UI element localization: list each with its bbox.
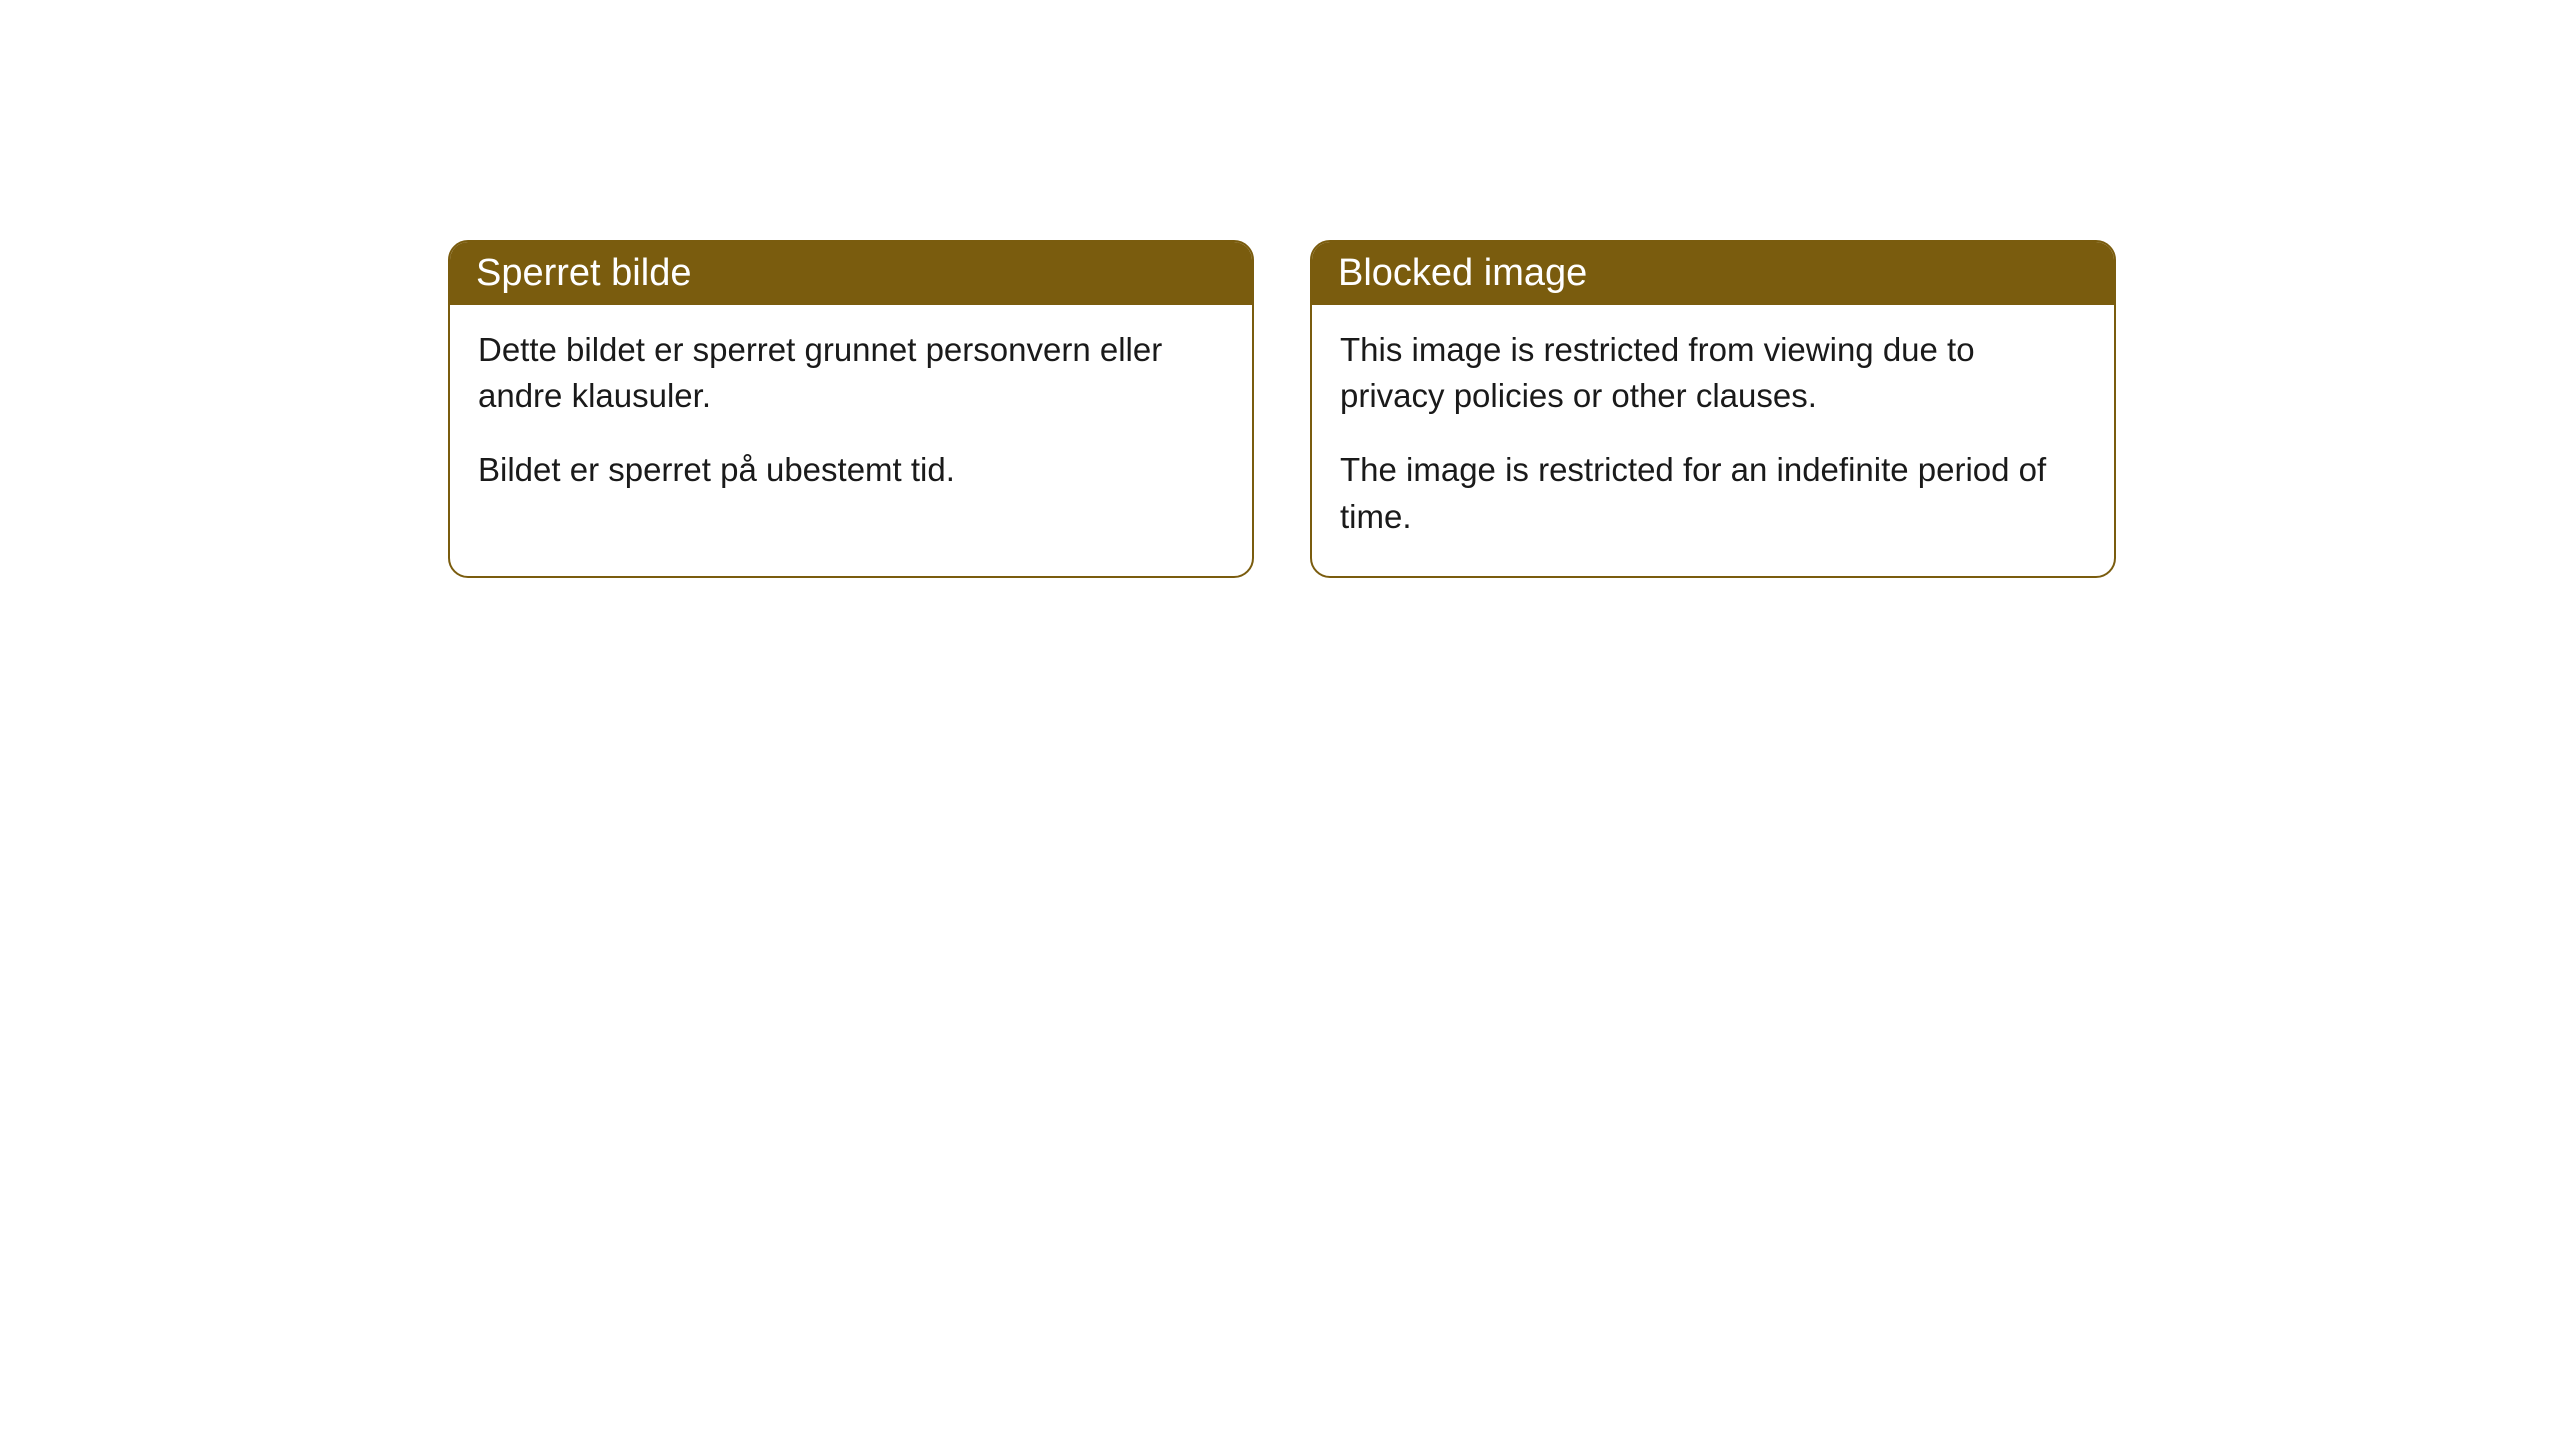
card-paragraph-1: Dette bildet er sperret grunnet personve… <box>478 327 1224 419</box>
card-paragraph-1: This image is restricted from viewing du… <box>1340 327 2086 419</box>
blocked-image-card-english: Blocked image This image is restricted f… <box>1310 240 2116 578</box>
card-paragraph-2: Bildet er sperret på ubestemt tid. <box>478 447 1224 493</box>
card-header-norwegian: Sperret bilde <box>450 242 1252 305</box>
cards-container: Sperret bilde Dette bildet er sperret gr… <box>0 0 2560 578</box>
card-body-norwegian: Dette bildet er sperret grunnet personve… <box>450 305 1252 530</box>
card-header-english: Blocked image <box>1312 242 2114 305</box>
card-title: Blocked image <box>1338 252 1587 294</box>
card-title: Sperret bilde <box>476 252 691 294</box>
card-paragraph-2: The image is restricted for an indefinit… <box>1340 447 2086 539</box>
card-body-english: This image is restricted from viewing du… <box>1312 305 2114 576</box>
blocked-image-card-norwegian: Sperret bilde Dette bildet er sperret gr… <box>448 240 1254 578</box>
